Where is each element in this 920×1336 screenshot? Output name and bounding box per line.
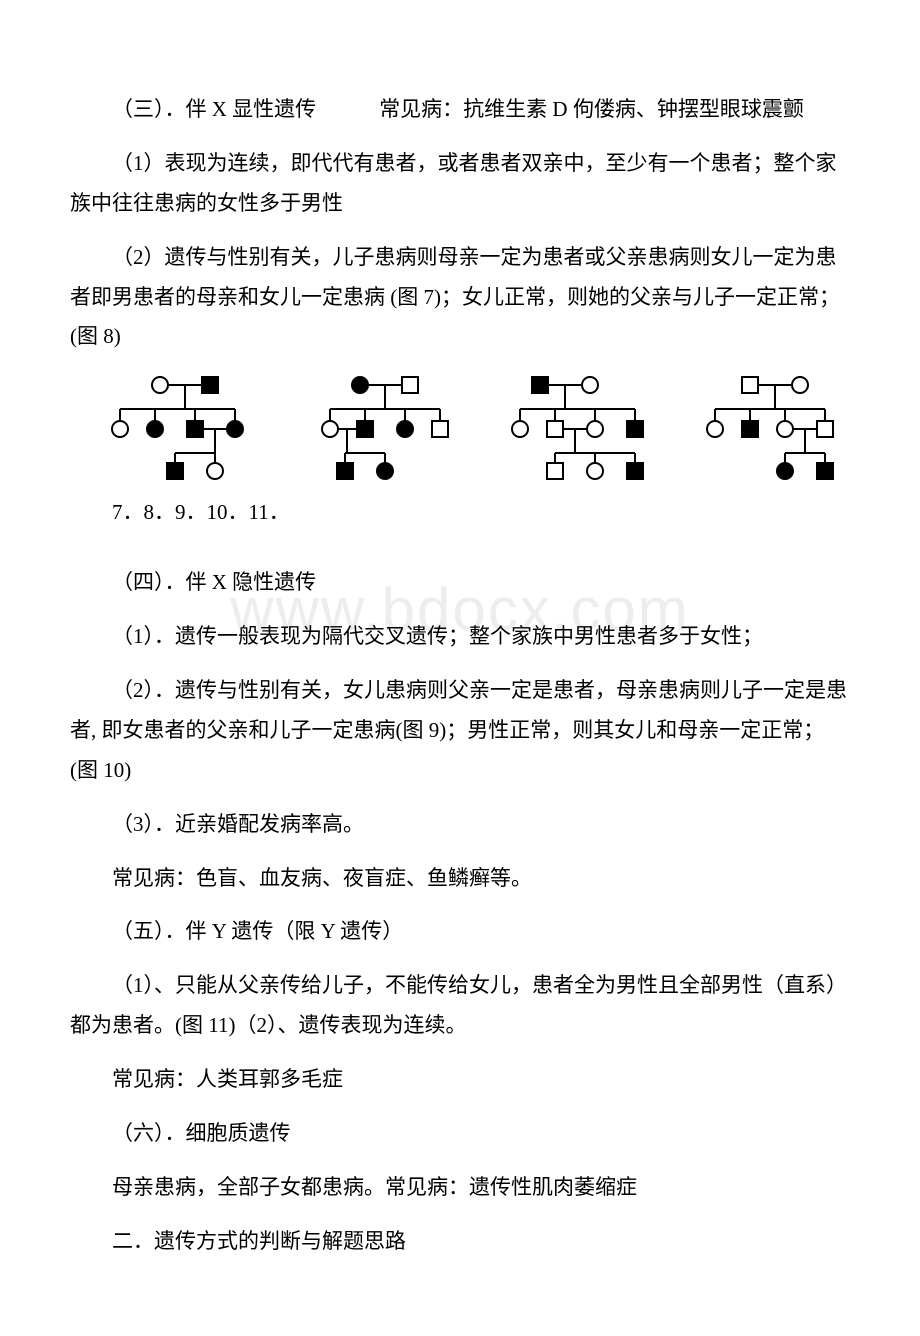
section-6-p1: 母亲患病，全部子女都患病。常见病：遗传性肌肉萎缩症 xyxy=(70,1168,850,1208)
figure-numbers: 7．8．9．10．11． xyxy=(70,493,850,533)
section-6-heading: （六）．细胞质遗传 xyxy=(70,1114,850,1154)
pedigree-9 xyxy=(500,371,660,483)
section-4-heading: （四）．伴 X 隐性遗传 xyxy=(70,563,850,603)
section-5-heading: （五）．伴 Y 遗传（限 Y 遗传） xyxy=(70,912,850,952)
pedigree-7 xyxy=(100,371,270,483)
section-4-common: 常见病：色盲、血友病、夜盲症、鱼鳞癣等。 xyxy=(70,859,850,899)
section-4-p3: （3）．近亲婚配发病率高。 xyxy=(70,805,850,845)
section-5-common: 常见病：人类耳郭多毛症 xyxy=(70,1060,850,1100)
section-3-p1: （1）表现为连续，即代代有患者，或者患者双亲中，至少有一个患者；整个家族中往往患… xyxy=(70,144,850,224)
section-two-heading: 二．遗传方式的判断与解题思路 xyxy=(70,1222,850,1262)
pedigree-10 xyxy=(700,371,850,483)
section-3-heading: （三）．伴 X 显性遗传 常见病：抗维生素 D 佝偻病、钟摆型眼球震颤 xyxy=(70,90,850,130)
pedigree-8 xyxy=(310,371,460,483)
section-5-p1: （1）、只能从父亲传给儿子，不能传给女儿，患者全为男性且全部男性（直系）都为患者… xyxy=(70,966,850,1046)
section-4-p2: （2）．遗传与性别有关，女儿患病则父亲一定是患者，母亲患病则儿子一定是患者, 即… xyxy=(70,671,850,791)
section-4-p1: （1）．遗传一般表现为隔代交叉遗传；整个家族中男性患者多于女性； xyxy=(70,617,850,657)
pedigree-figures xyxy=(100,371,850,483)
section-3-p2: （2）遗传与性别有关，儿子患病则母亲一定为患者或父亲患病则女儿一定为患者即男患者… xyxy=(70,238,850,358)
